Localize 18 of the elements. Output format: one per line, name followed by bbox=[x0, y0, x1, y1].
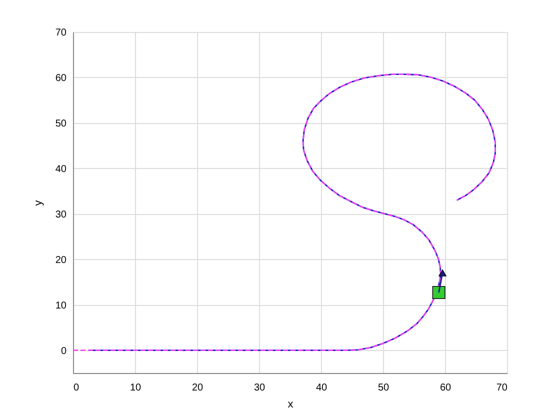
x-tick-label: 60 bbox=[440, 382, 452, 394]
y-tick-label: 40 bbox=[55, 164, 67, 175]
y-tick-label: 70 bbox=[55, 28, 67, 38]
y-tick-label: 10 bbox=[55, 300, 67, 312]
x-tick-label: 20 bbox=[192, 382, 204, 394]
y-tick-label: 0 bbox=[60, 346, 67, 357]
y-tick-label: 60 bbox=[55, 72, 67, 84]
x-tick-label: 10 bbox=[130, 382, 142, 394]
y-axis-title: y bbox=[32, 200, 44, 206]
x-axis-title: x bbox=[288, 398, 294, 410]
y-tick-label: 30 bbox=[55, 209, 67, 220]
x-tick-label: 50 bbox=[378, 382, 390, 394]
x-tick-label: 70 bbox=[496, 382, 508, 394]
x-tick-label: 40 bbox=[316, 382, 328, 394]
x-tick-label: 30 bbox=[254, 382, 266, 394]
x-tick-label: 0 bbox=[74, 382, 80, 394]
y-tick-label: 20 bbox=[55, 254, 67, 266]
y-tick-label: 50 bbox=[55, 118, 67, 130]
